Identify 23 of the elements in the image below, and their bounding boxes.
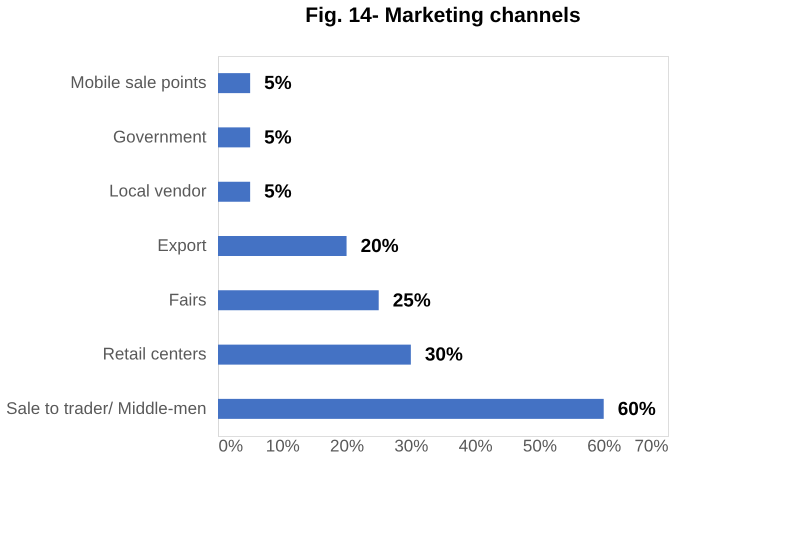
y-tick-label: Local vendor bbox=[109, 182, 207, 201]
data-label: 20% bbox=[360, 236, 399, 257]
data-label: 30% bbox=[424, 344, 463, 366]
chart-title: Fig. 14- Marketing channels bbox=[305, 4, 581, 27]
data-label: 5% bbox=[264, 73, 292, 94]
x-tick-label: 30% bbox=[394, 436, 428, 456]
x-tick-label: 60% bbox=[587, 436, 622, 456]
y-tick-label: Government bbox=[112, 127, 207, 146]
x-tick-label: 10% bbox=[266, 436, 300, 456]
x-tick-label: 70% bbox=[634, 436, 668, 456]
y-tick-label: Export bbox=[157, 236, 207, 255]
y-tick-label: Mobile sale points bbox=[70, 73, 206, 92]
data-label: 5% bbox=[264, 127, 292, 148]
x-tick-label: 0% bbox=[218, 436, 244, 456]
data-label: 25% bbox=[392, 290, 431, 312]
x-tick-label: 40% bbox=[458, 436, 493, 456]
y-tick-label: Sale to trader/ Middle-men bbox=[6, 398, 206, 418]
x-tick-label: 50% bbox=[522, 436, 557, 456]
data-label: 60% bbox=[618, 398, 656, 420]
y-tick-label: Retail centers bbox=[102, 344, 206, 364]
y-tick-label: Fairs bbox=[168, 290, 206, 310]
data-label: 5% bbox=[264, 182, 292, 203]
x-tick-label: 20% bbox=[330, 436, 364, 456]
